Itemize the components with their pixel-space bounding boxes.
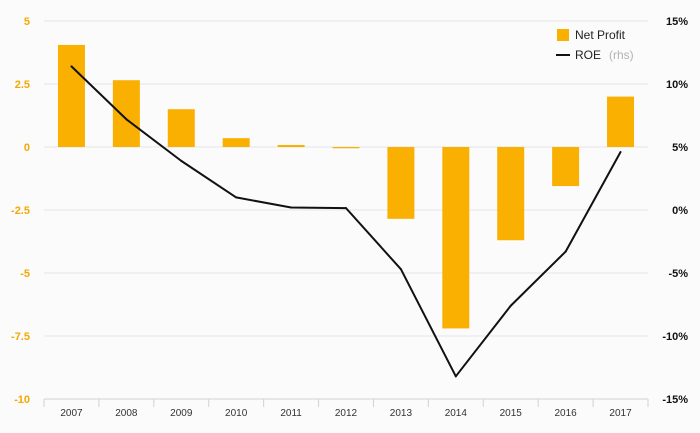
x-tick-label: 2012 bbox=[335, 408, 358, 419]
bar-net-profit-2016 bbox=[552, 147, 580, 187]
point-roe-2013 bbox=[399, 268, 402, 271]
right-y-axis: 15% 10% 5% 0% -5% -10% -15% bbox=[662, 16, 688, 406]
right-y-tick-label: 15% bbox=[666, 16, 688, 28]
point-roe-2010 bbox=[235, 196, 238, 199]
point-roe-2007 bbox=[70, 65, 73, 68]
left-y-tick-label: 2.5 bbox=[15, 79, 30, 91]
bar-net-profit-2015 bbox=[497, 147, 525, 241]
x-tick-label: 2016 bbox=[555, 408, 578, 419]
point-roe-2016 bbox=[564, 250, 567, 253]
bar-net-profit-2007 bbox=[57, 44, 85, 147]
left-y-axis: 5 2.5 0 -2.5 -5 -7.5 -10 bbox=[11, 16, 30, 406]
bar-net-profit-2014 bbox=[442, 147, 470, 329]
legend: Net Profit ROE (rhs) bbox=[556, 28, 634, 63]
x-tick-label: 2011 bbox=[280, 408, 302, 419]
right-y-tick-label: -5% bbox=[668, 268, 688, 280]
left-y-tick-label: -10 bbox=[14, 394, 30, 406]
left-y-tick-label: -2.5 bbox=[11, 205, 30, 217]
point-roe-2012 bbox=[345, 207, 347, 210]
legend-swatch-net-profit bbox=[557, 29, 569, 41]
x-axis: 2007 2008 2009 2010 2011 2012 2013 2014 2015 2016… bbox=[43, 398, 649, 419]
point-roe-2015 bbox=[509, 304, 512, 307]
x-tick-label: 2014 bbox=[445, 408, 468, 419]
x-tick-label: 2010 bbox=[225, 408, 248, 419]
right-y-tick-label: -10% bbox=[662, 331, 688, 343]
x-tick-label: 2013 bbox=[390, 408, 413, 419]
x-tick-label: 2017 bbox=[609, 408, 632, 419]
point-roe-2014 bbox=[454, 375, 457, 378]
left-y-tick-label: 5 bbox=[24, 16, 30, 28]
bar-net-profit-2011 bbox=[277, 144, 305, 147]
bar-net-profit-2013 bbox=[387, 147, 415, 219]
x-tick-label: 2015 bbox=[500, 408, 523, 419]
bar-series-net-profit bbox=[57, 44, 635, 329]
x-tick-label: 2009 bbox=[170, 408, 193, 419]
line-series-roe bbox=[70, 65, 622, 378]
bar-net-profit-2012 bbox=[332, 147, 360, 149]
roe-line bbox=[70, 65, 622, 378]
point-roe-2011 bbox=[290, 206, 293, 209]
right-y-tick-label: 5% bbox=[672, 142, 688, 154]
x-tick-label: 2007 bbox=[60, 408, 83, 419]
legend-label-net-profit: Net Profit bbox=[575, 28, 626, 42]
bar-net-profit-2010 bbox=[222, 138, 250, 147]
bar-net-profit-2008 bbox=[112, 80, 140, 147]
right-y-tick-label: 10% bbox=[666, 79, 688, 91]
point-roe-2017 bbox=[619, 151, 622, 154]
right-y-tick-label: 0% bbox=[672, 205, 688, 217]
bar-net-profit-2009 bbox=[167, 109, 195, 147]
point-roe-2009 bbox=[180, 159, 183, 162]
gridlines bbox=[44, 20, 648, 400]
left-y-tick-label: 0 bbox=[24, 142, 30, 154]
x-tick-label: 2008 bbox=[115, 408, 138, 419]
right-y-tick-label: -15% bbox=[662, 394, 688, 406]
bar-net-profit-2017 bbox=[607, 96, 635, 147]
left-y-tick-label: -7.5 bbox=[11, 331, 30, 343]
left-y-tick-label: -5 bbox=[20, 268, 30, 280]
legend-label-roe: ROE (rhs) bbox=[575, 46, 634, 63]
legend-label-roe-note: (rhs) bbox=[609, 48, 634, 62]
point-roe-2008 bbox=[125, 118, 128, 121]
legend-label-roe-name: ROE bbox=[575, 48, 601, 62]
